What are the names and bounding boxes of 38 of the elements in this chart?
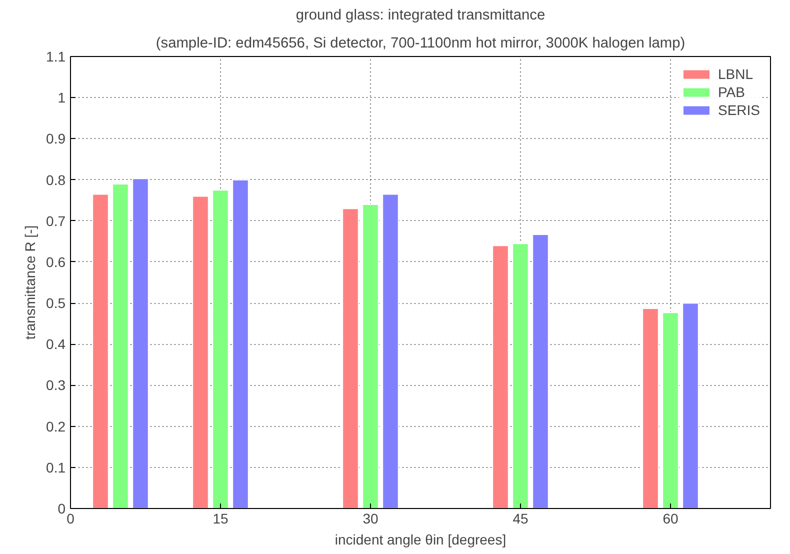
- bar: [492, 244, 510, 508]
- x-tick-label: 15: [212, 510, 228, 526]
- legend-label: LBNL: [718, 66, 754, 82]
- x-tick-label: 30: [362, 510, 378, 526]
- chart-title: ground glass: integrated transmittance: [296, 8, 546, 24]
- bar: [132, 178, 150, 508]
- bar: [642, 308, 660, 508]
- y-tick-label: 0.6: [46, 254, 66, 270]
- bar: [192, 196, 210, 508]
- bar: [682, 302, 700, 508]
- y-tick-label: 0.2: [46, 418, 66, 434]
- y-tick-label: 1.1: [46, 48, 66, 64]
- y-tick-label: 1: [58, 90, 66, 106]
- y-tick-label: 0.3: [46, 377, 66, 394]
- y-tick-label: 0: [58, 500, 66, 516]
- y-tick-label: 0.7: [46, 212, 66, 229]
- bar: [112, 183, 130, 508]
- y-tick-label: 0.4: [46, 336, 66, 352]
- chart-subtitle: (sample-ID: edm45656, Si detector, 700-1100nm hot mirror, 3000K halogen lamp): [156, 36, 686, 52]
- y-tick-label: 0.9: [46, 130, 66, 147]
- bar: [212, 189, 230, 508]
- bar: [92, 194, 110, 508]
- bar: [342, 208, 360, 508]
- bar: [512, 242, 530, 508]
- bar: [662, 312, 680, 508]
- y-tick-label: 0.8: [46, 172, 66, 188]
- x-tick-label: 60: [662, 510, 678, 526]
- y-axis-title: transmittance R [-]: [22, 225, 38, 340]
- legend-label: SERIS: [718, 102, 760, 118]
- bar: [232, 179, 250, 508]
- bar: [362, 204, 380, 508]
- legend-label: PAB: [718, 84, 745, 100]
- y-tick-label: 0.5: [46, 295, 66, 312]
- bar: [382, 194, 400, 508]
- bar: [532, 234, 550, 508]
- x-axis-title: incident angle θin [degrees]: [334, 532, 506, 548]
- y-tick-label: 0.1: [46, 459, 66, 476]
- x-tick-label: 45: [512, 510, 528, 526]
